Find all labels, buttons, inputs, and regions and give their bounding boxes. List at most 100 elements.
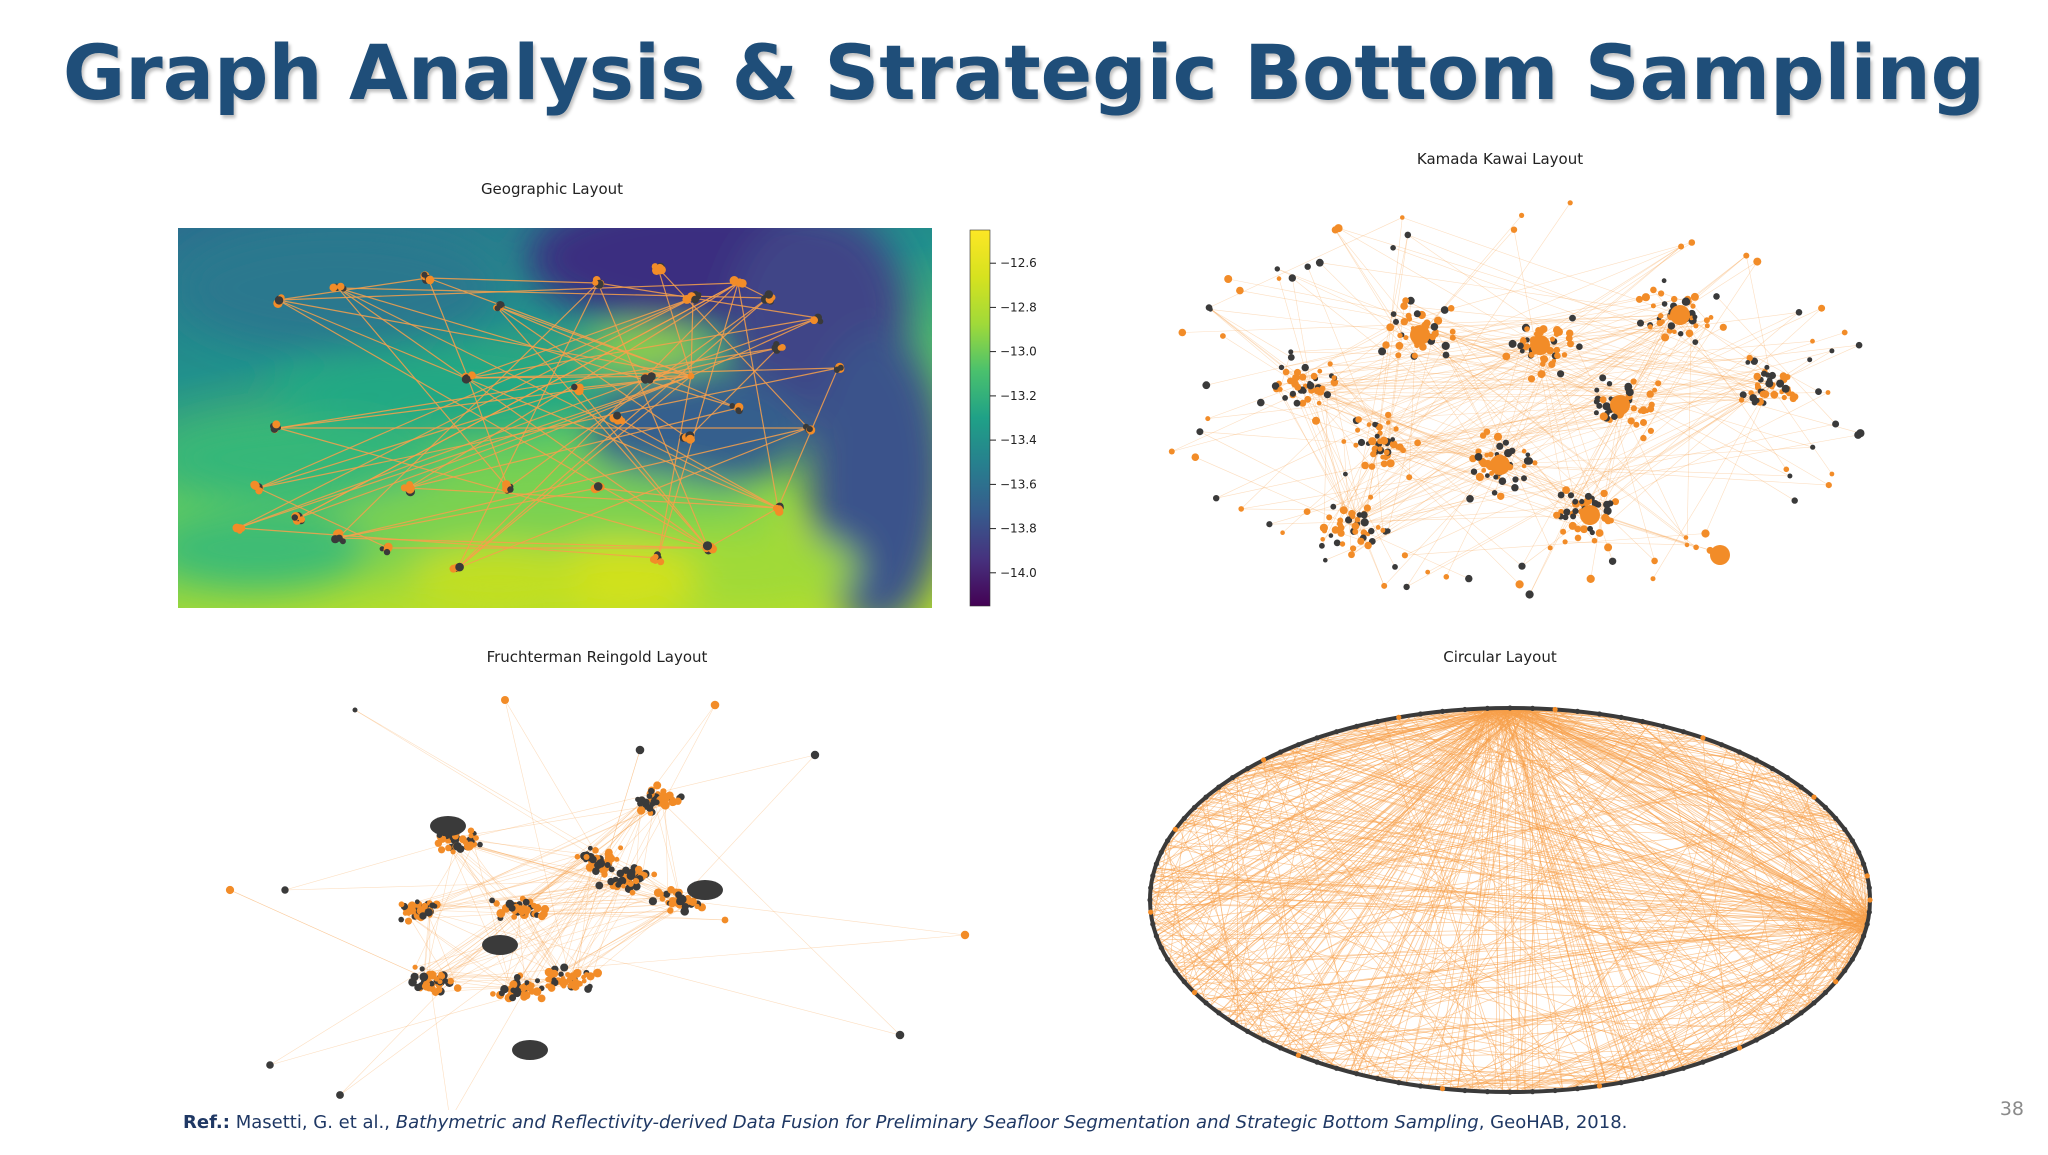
kk-node: [1521, 463, 1527, 469]
circ-edge: [1232, 919, 1869, 1023]
kk-edge: [1241, 508, 1344, 511]
kk-edge: [1385, 344, 1630, 393]
circ-edge: [1152, 875, 1870, 913]
kk-node: [1352, 528, 1359, 535]
circ-node: [1574, 708, 1581, 714]
fr-node: [528, 987, 536, 995]
kk-edge: [1277, 268, 1421, 336]
kk-edge: [1404, 321, 1635, 409]
kk-node: [1502, 352, 1511, 361]
circ-node: [1295, 742, 1301, 748]
kk-node: [1491, 490, 1498, 496]
circ-node: [1230, 1019, 1236, 1025]
fr-edge: [508, 858, 596, 999]
circ-edge: [1370, 955, 1855, 1078]
circ-node: [1245, 766, 1251, 772]
fr-edge: [631, 798, 673, 873]
kk-edge: [1417, 367, 1767, 444]
kk-edge: [1589, 392, 1829, 516]
circ-edge: [1161, 707, 1518, 853]
kk-node: [1294, 383, 1302, 391]
fr-edge: [563, 875, 632, 968]
circ-edge: [1286, 974, 1842, 1051]
fr-node: [646, 793, 653, 799]
circ-node: [1191, 804, 1198, 811]
kk-node: [1355, 427, 1361, 433]
kk-node: [1333, 539, 1341, 547]
geo-edge: [495, 305, 709, 549]
geo-node: [336, 282, 345, 291]
kk-edge: [1487, 255, 1747, 465]
fr-edge: [562, 794, 651, 979]
kk-node: [1357, 537, 1365, 545]
kk-node: [1601, 513, 1610, 522]
circ-edge: [1161, 947, 1657, 1076]
kk-edge: [1386, 306, 1405, 453]
circ-node: [1833, 815, 1839, 821]
fr-edge: [570, 902, 678, 981]
geo-node: [291, 514, 298, 521]
fr-edge: [679, 754, 816, 901]
circ-edge: [1487, 708, 1802, 1014]
circ-node: [1639, 718, 1646, 725]
kk-edge: [1378, 379, 1770, 445]
kk-edge: [1292, 277, 1591, 516]
circ-edge: [1363, 724, 1563, 1091]
circ-node: [1736, 1045, 1743, 1051]
circ-edge: [1733, 927, 1867, 1051]
circ-node: [1374, 1075, 1381, 1082]
kk-node: [1331, 226, 1339, 234]
kk-edge: [1333, 377, 1397, 430]
kk-node: [1406, 474, 1413, 481]
kk-node: [1627, 417, 1635, 425]
circ-edge: [1791, 780, 1869, 921]
kk-edge: [1379, 315, 1676, 434]
circ-edge: [1190, 985, 1833, 990]
kk-node: [1637, 319, 1644, 327]
circ-node: [1507, 705, 1513, 711]
circ-edge: [1449, 707, 1511, 1090]
kk-node: [1423, 319, 1431, 327]
fr-node: [653, 799, 660, 806]
circ-edge: [1286, 749, 1867, 929]
circ-edge: [1517, 707, 1819, 801]
kk-edge: [1324, 440, 1388, 531]
kk-hub-node: [1670, 305, 1690, 325]
circ-node: [1660, 723, 1666, 729]
circ-edge: [1606, 714, 1870, 913]
circ-edge: [1232, 1022, 1671, 1073]
kk-edge: [1216, 404, 1652, 499]
kk-edge: [1322, 246, 1682, 540]
circ-node: [1753, 757, 1759, 763]
geo-node: [834, 366, 841, 373]
kk-edge: [1589, 261, 1758, 516]
kk-edge: [1349, 423, 1836, 526]
kk-edge: [1318, 402, 1377, 426]
fr-edge: [404, 852, 609, 907]
geo-edge: [467, 377, 509, 489]
kk-edge: [1351, 349, 1533, 514]
circ-edge: [1494, 708, 1671, 1073]
circ-edge: [1157, 800, 1203, 861]
kk-edge: [1652, 384, 1771, 579]
circ-edge: [1149, 895, 1337, 1069]
geo-edge: [237, 527, 659, 559]
kk-node: [1525, 590, 1534, 599]
kk-edge: [1275, 328, 1544, 387]
geo-node: [806, 426, 813, 433]
fr-edge: [354, 709, 601, 861]
circ-edge: [1487, 708, 1867, 873]
kk-node: [1304, 263, 1311, 270]
fr-edge: [550, 899, 683, 980]
kk-node: [1651, 557, 1658, 565]
circ-edge: [1292, 709, 1556, 748]
kk-node: [1607, 500, 1614, 507]
circ-node: [1354, 723, 1360, 729]
kk-node: [1400, 302, 1408, 310]
kk-node: [1815, 388, 1822, 395]
kk-node: [1515, 580, 1524, 589]
kk-edge: [1299, 384, 1385, 587]
circ-edge: [1169, 836, 1600, 1087]
kk-node: [1753, 372, 1761, 381]
kk-node: [1751, 399, 1758, 406]
